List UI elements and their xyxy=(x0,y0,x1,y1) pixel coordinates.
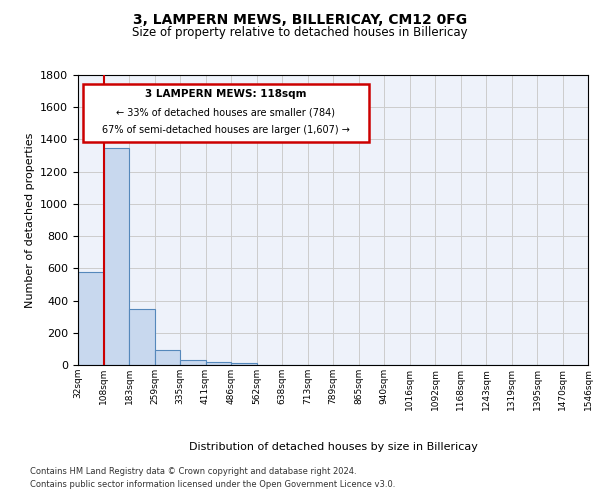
Bar xyxy=(180,360,205,365)
FancyBboxPatch shape xyxy=(83,84,369,141)
Bar xyxy=(129,308,155,365)
Bar xyxy=(104,148,129,365)
Text: 3, LAMPERN MEWS, BILLERICAY, CM12 0FG: 3, LAMPERN MEWS, BILLERICAY, CM12 0FG xyxy=(133,12,467,26)
Text: Contains HM Land Registry data © Crown copyright and database right 2024.: Contains HM Land Registry data © Crown c… xyxy=(30,468,356,476)
Text: Size of property relative to detached houses in Billericay: Size of property relative to detached ho… xyxy=(132,26,468,39)
Bar xyxy=(205,362,231,365)
Text: 67% of semi-detached houses are larger (1,607) →: 67% of semi-detached houses are larger (… xyxy=(102,125,350,135)
Text: Distribution of detached houses by size in Billericay: Distribution of detached houses by size … xyxy=(188,442,478,452)
Y-axis label: Number of detached properties: Number of detached properties xyxy=(25,132,35,308)
Bar xyxy=(78,272,104,365)
Text: Contains public sector information licensed under the Open Government Licence v3: Contains public sector information licen… xyxy=(30,480,395,489)
Bar xyxy=(155,350,180,365)
Text: ← 33% of detached houses are smaller (784): ← 33% of detached houses are smaller (78… xyxy=(116,108,335,118)
Text: 3 LAMPERN MEWS: 118sqm: 3 LAMPERN MEWS: 118sqm xyxy=(145,89,307,99)
Bar xyxy=(231,364,257,365)
